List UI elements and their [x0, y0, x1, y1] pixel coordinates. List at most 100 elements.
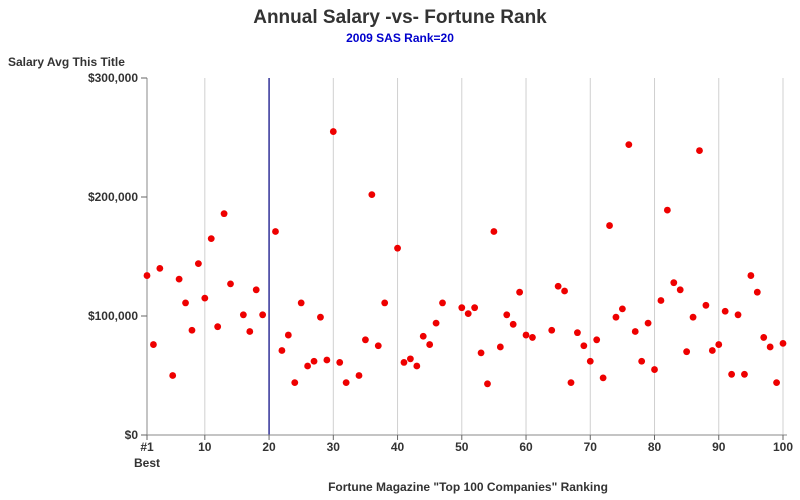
data-point	[419, 332, 427, 340]
data-point	[374, 342, 382, 350]
data-point	[336, 359, 344, 366]
data-point	[304, 362, 312, 370]
data-point	[760, 334, 768, 341]
data-point	[606, 222, 613, 229]
data-point	[593, 336, 601, 344]
data-point	[188, 326, 196, 334]
data-point	[400, 359, 408, 366]
x-tick-label: 60	[519, 440, 533, 454]
data-point	[689, 313, 697, 321]
y-tick-label: $300,000	[88, 71, 138, 85]
data-point	[143, 272, 151, 279]
data-point	[753, 288, 761, 296]
data-point	[432, 319, 440, 327]
data-point	[278, 347, 286, 354]
data-point	[214, 323, 222, 331]
data-point	[381, 299, 389, 307]
data-point	[696, 147, 703, 154]
x-tick-label: 80	[648, 440, 662, 454]
x-tick-label: 40	[391, 440, 405, 454]
data-point	[503, 311, 511, 319]
data-point	[580, 342, 588, 350]
data-point	[484, 380, 491, 388]
data-point	[297, 299, 305, 307]
data-point	[657, 297, 665, 304]
data-point	[329, 128, 337, 135]
data-point	[156, 265, 164, 272]
data-point	[368, 191, 376, 199]
data-point	[728, 370, 736, 378]
data-point	[676, 286, 684, 294]
x-tick-label: 90	[712, 440, 726, 454]
data-point	[342, 379, 350, 387]
data-point	[734, 311, 742, 319]
y-tick-label: $0	[125, 428, 139, 442]
data-point	[246, 328, 254, 335]
data-point	[567, 379, 575, 387]
x-axis-label: Fortune Magazine "Top 100 Companies" Ran…	[328, 480, 608, 494]
data-point	[663, 206, 671, 214]
data-point	[284, 331, 292, 339]
data-point	[747, 272, 755, 279]
data-point	[554, 282, 562, 290]
data-point	[182, 299, 189, 307]
data-point	[599, 374, 607, 382]
data-point	[618, 305, 626, 313]
chart-subtitle: 2009 SAS Rank=20	[346, 31, 454, 45]
data-point	[175, 275, 183, 283]
x-tick-label: 10	[198, 440, 212, 454]
data-point	[362, 336, 369, 344]
y-tick-label: $100,000	[88, 309, 138, 323]
data-point	[413, 362, 421, 370]
data-point	[477, 349, 485, 357]
data-point	[779, 339, 787, 347]
data-point	[317, 313, 324, 321]
data-point	[355, 372, 363, 379]
data-point	[207, 235, 215, 243]
data-point	[496, 343, 504, 351]
data-point	[252, 286, 260, 294]
data-point	[766, 343, 774, 351]
data-point	[561, 287, 568, 295]
data-point	[529, 334, 536, 341]
data-point	[490, 228, 498, 235]
data-point	[548, 326, 556, 334]
data-point	[272, 228, 279, 235]
data-point	[458, 304, 466, 312]
data-point	[586, 357, 594, 365]
data-point	[291, 379, 299, 387]
data-point	[150, 341, 157, 348]
data-point	[625, 141, 633, 149]
data-point	[194, 260, 202, 268]
data-point	[773, 379, 780, 387]
x-tick-label: #1	[140, 440, 154, 454]
x-tick-label: 100	[773, 440, 793, 454]
data-point	[227, 280, 234, 288]
data-point	[651, 366, 658, 373]
x-tick-label: 20	[262, 440, 276, 454]
data-point	[169, 372, 177, 379]
data-point	[708, 347, 716, 354]
x-tick-label: 30	[327, 440, 341, 454]
data-point	[323, 356, 331, 364]
data-point	[612, 313, 620, 321]
data-point	[644, 319, 652, 327]
data-point	[574, 329, 581, 337]
data-point	[439, 299, 446, 307]
data-point	[471, 304, 479, 312]
y-tick-label: $200,000	[88, 190, 138, 204]
chart-title: Annual Salary -vs- Fortune Rank	[253, 7, 547, 28]
data-point	[464, 310, 472, 318]
data-points	[143, 128, 787, 388]
data-point	[516, 288, 524, 296]
data-point	[522, 331, 530, 339]
data-point	[509, 320, 517, 328]
x-tick-sublabel: Best	[134, 456, 160, 470]
data-point	[715, 341, 723, 348]
data-point	[394, 244, 401, 252]
x-tick-label: 70	[584, 440, 598, 454]
grid-lines	[204, 78, 784, 435]
data-point	[426, 341, 434, 348]
data-point	[259, 311, 267, 319]
